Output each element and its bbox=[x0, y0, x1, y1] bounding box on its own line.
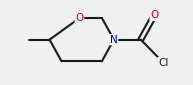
Text: N: N bbox=[110, 35, 118, 45]
Text: O: O bbox=[75, 13, 84, 23]
Text: O: O bbox=[150, 10, 158, 20]
Text: Cl: Cl bbox=[158, 58, 168, 68]
